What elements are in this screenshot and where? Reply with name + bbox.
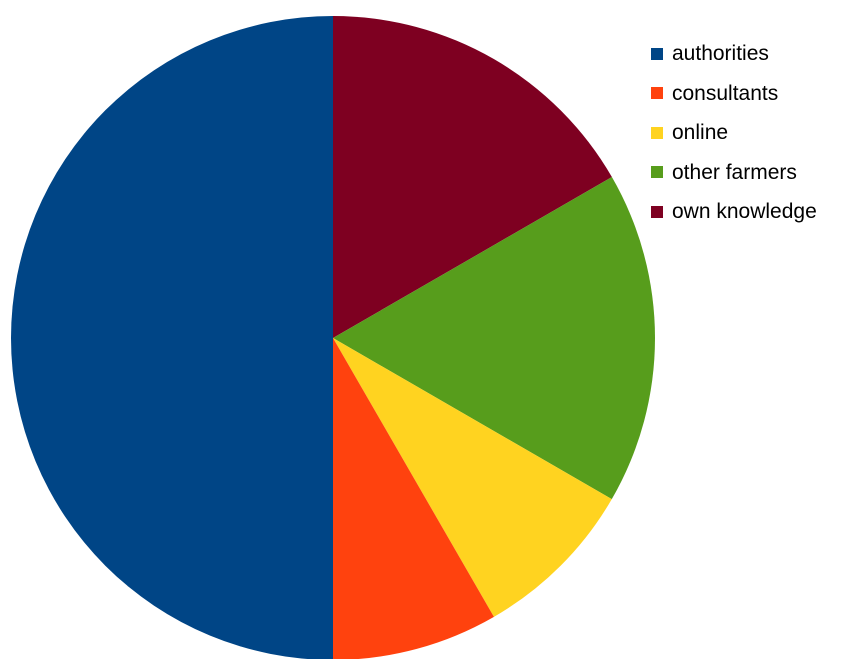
pie-slice-online bbox=[333, 338, 612, 617]
legend-item-consultants: consultants bbox=[651, 74, 817, 114]
legend-swatch-authorities bbox=[651, 47, 663, 60]
legend-label-authorities: authorities bbox=[672, 42, 769, 66]
pie-slice-consultants bbox=[333, 338, 494, 659]
legend: authorities consultants online other far… bbox=[651, 34, 817, 232]
legend-swatch-online bbox=[651, 126, 663, 139]
legend-item-other-farmers: other farmers bbox=[651, 153, 817, 193]
legend-label-consultants: consultants bbox=[672, 81, 779, 105]
legend-item-authorities: authorities bbox=[651, 34, 817, 74]
pie-slice-other-farmers bbox=[333, 177, 655, 500]
legend-label-own-knowledge: own knowledge bbox=[672, 200, 817, 224]
legend-swatch-other-farmers bbox=[651, 166, 663, 179]
legend-item-own-knowledge: own knowledge bbox=[651, 192, 817, 232]
pie-slice-own-knowledge bbox=[333, 16, 612, 338]
legend-swatch-own-knowledge bbox=[651, 205, 663, 218]
legend-label-other-farmers: other farmers bbox=[672, 160, 797, 184]
legend-label-online: online bbox=[672, 121, 729, 145]
legend-item-online: online bbox=[651, 113, 817, 153]
legend-swatch-consultants bbox=[651, 87, 663, 100]
pie-slice-authorities bbox=[11, 16, 333, 659]
